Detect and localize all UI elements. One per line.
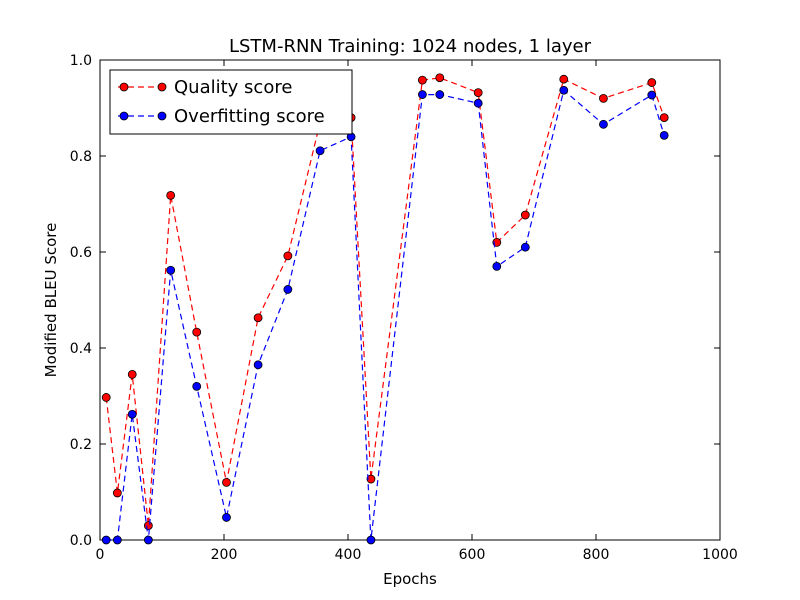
data-point xyxy=(166,190,176,200)
x-tick-label: 600 xyxy=(459,547,486,563)
data-point xyxy=(101,393,111,402)
x-tick-label: 400 xyxy=(335,547,362,563)
data-point xyxy=(192,381,202,391)
data-point xyxy=(559,74,569,84)
data-point xyxy=(112,488,122,498)
data-point xyxy=(315,146,325,156)
plot-area xyxy=(99,59,721,541)
data-point xyxy=(417,90,427,99)
legend-marker xyxy=(119,82,129,92)
data-point xyxy=(492,261,502,271)
chart-title: LSTM-RNN Training: 1024 nodes, 1 layer xyxy=(229,36,592,57)
data-point xyxy=(222,477,231,487)
data-point xyxy=(283,285,293,294)
data-point xyxy=(127,409,137,419)
legend-item: Quality score xyxy=(118,77,292,98)
data-point xyxy=(366,535,376,545)
y-tick-label: 0.0 xyxy=(70,533,92,549)
data-point xyxy=(659,130,669,140)
legend-label: Quality score xyxy=(174,77,292,98)
data-point xyxy=(435,73,445,83)
data-point xyxy=(143,521,153,530)
data-point xyxy=(599,94,608,103)
legend-box xyxy=(109,69,353,135)
data-point xyxy=(192,327,202,337)
data-point xyxy=(222,513,231,522)
data-point xyxy=(599,119,608,129)
x-axis-label: Epochs xyxy=(383,570,437,588)
legend-marker xyxy=(157,111,167,121)
y-tick-label: 0.6 xyxy=(70,245,92,261)
y-axis-label: Modified BLEU Score xyxy=(42,223,60,378)
data-point xyxy=(143,535,153,545)
data-point xyxy=(166,265,176,275)
data-point xyxy=(473,98,483,108)
y-tick-label: 0.8 xyxy=(70,149,92,165)
axis-ticks: 0 200 400 600 800 1000 0.0 0.2 0.4 0.6 0.8 1.0 xyxy=(70,53,738,563)
data-point xyxy=(559,85,569,95)
y-tick-label: 1.0 xyxy=(70,53,92,69)
series-1 xyxy=(101,85,669,545)
legend-marker xyxy=(157,82,167,92)
data-point xyxy=(647,78,657,87)
data-point xyxy=(101,535,111,545)
data-point xyxy=(127,369,137,379)
y-tick-label: 0.4 xyxy=(70,341,92,357)
data-point xyxy=(647,90,657,100)
legend: Quality score Overfitting score xyxy=(109,69,353,135)
data-point xyxy=(417,75,427,85)
legend-label: Overfitting score xyxy=(174,106,325,127)
data-point xyxy=(253,313,263,323)
data-point xyxy=(435,90,445,99)
x-tick-label: 800 xyxy=(583,547,610,563)
legend-item: Overfitting score xyxy=(118,106,325,127)
series-0 xyxy=(101,73,669,530)
data-point xyxy=(520,242,530,252)
data-point xyxy=(473,88,483,98)
data-point xyxy=(253,360,263,370)
data-point xyxy=(283,251,293,261)
x-tick-label: 0 xyxy=(96,547,105,563)
data-point xyxy=(112,535,122,545)
data-point xyxy=(366,474,376,484)
x-tick-label: 1000 xyxy=(702,547,738,563)
y-tick-label: 0.2 xyxy=(70,437,92,453)
legend-marker xyxy=(119,111,129,121)
series-layer xyxy=(101,73,669,545)
data-point xyxy=(520,210,530,220)
x-tick-label: 200 xyxy=(211,547,238,563)
series-line xyxy=(105,77,665,526)
data-point xyxy=(659,113,669,122)
